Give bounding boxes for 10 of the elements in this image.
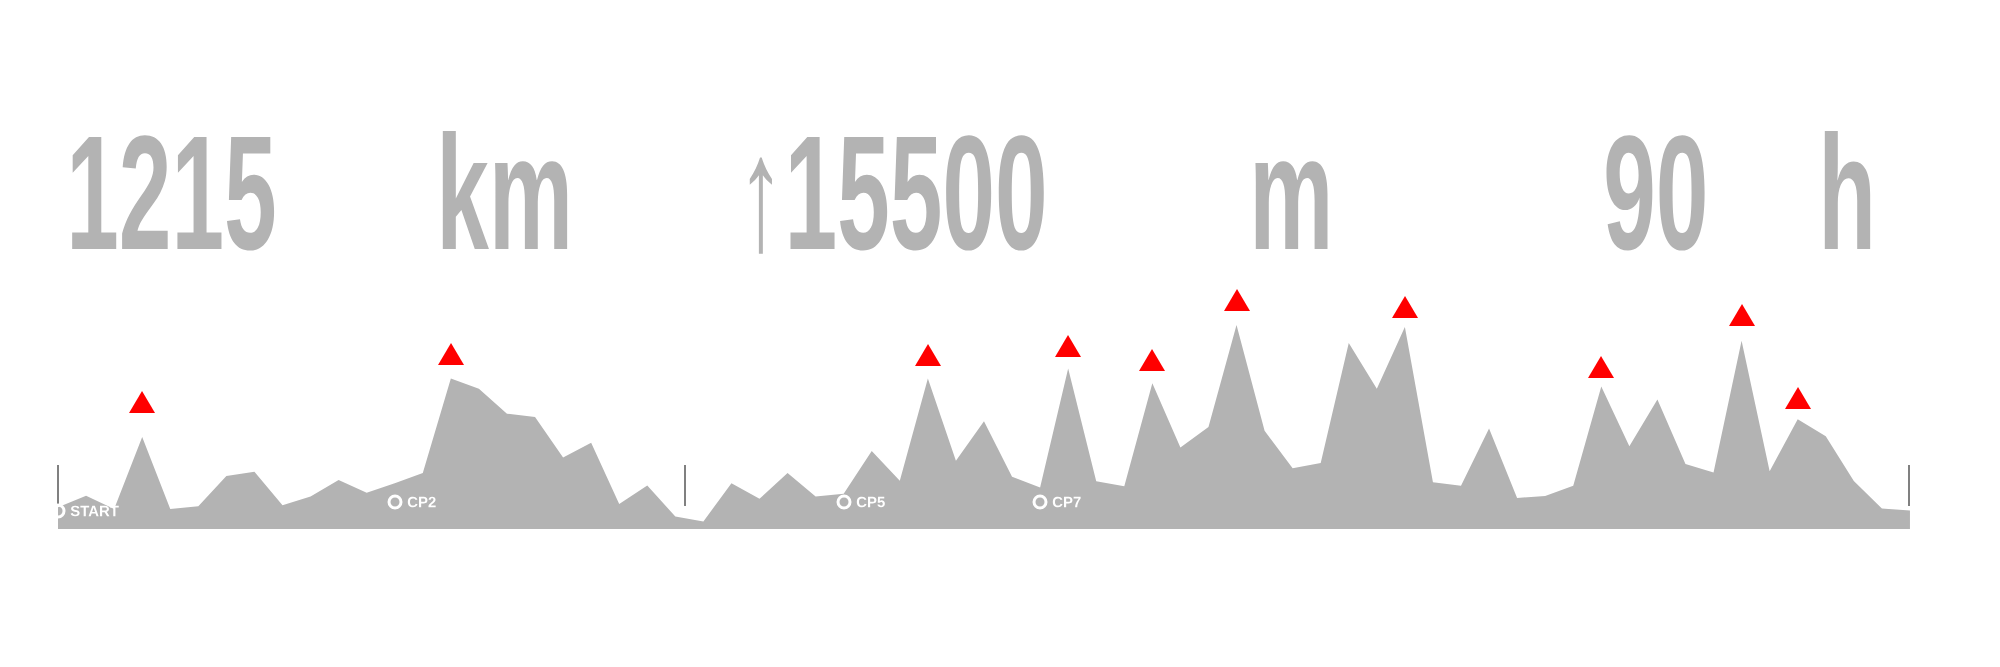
annotation: START bbox=[70, 505, 119, 517]
text: 90 bbox=[1606, 135, 1705, 251]
annotation: CP7 bbox=[1052, 496, 1081, 508]
annotation: CP2 bbox=[407, 496, 436, 508]
text: km bbox=[442, 131, 568, 249]
text: m bbox=[1255, 161, 1328, 249]
annotation: CP5 bbox=[856, 496, 885, 508]
text: ↑15500 bbox=[749, 135, 1044, 254]
text: h bbox=[1824, 131, 1871, 249]
text: 1215 bbox=[72, 135, 275, 251]
